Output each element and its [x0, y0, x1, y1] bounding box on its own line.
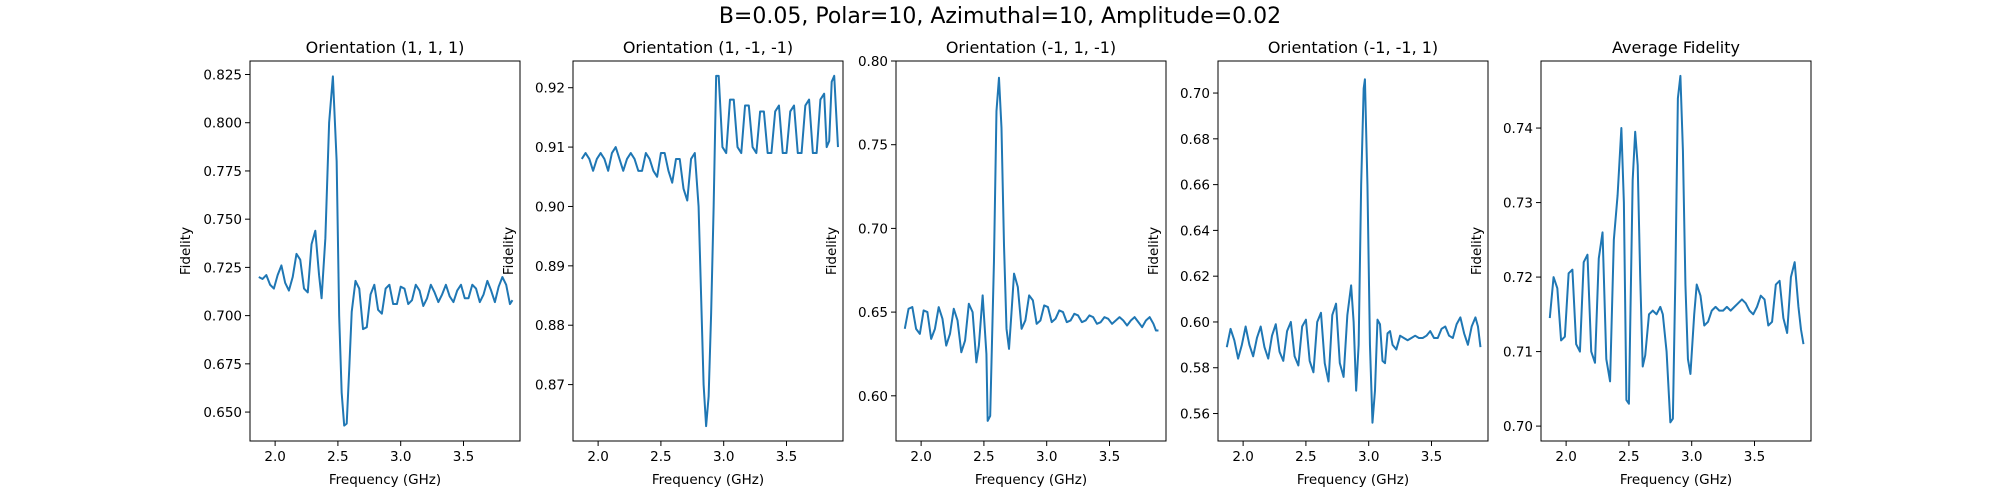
x-tick-label: 3.0: [390, 449, 411, 465]
y-tick-label: 0.88: [535, 318, 565, 334]
figure-title: B=0.05, Polar=10, Azimuthal=10, Amplitud…: [718, 4, 1282, 29]
subplot-3: 2.0 2.5 3.0 3.5 0.60 0.65 0.70 0.75 0.80 Orientat…: [824, 38, 1167, 488]
axes-frame: [895, 60, 1167, 442]
x-tick-label: 3.0: [713, 449, 734, 465]
y-tick-label: 0.87: [535, 378, 565, 394]
subplot-title: Orientation (-1, 1, -1): [946, 38, 1116, 57]
x-tick-label: 2.0: [264, 449, 285, 465]
x-tick-label: 3.0: [1681, 449, 1702, 465]
y-tick-label: 0.80: [858, 54, 888, 70]
x-tick-label: 2.0: [587, 449, 608, 465]
x-tick-label: 3.5: [1099, 449, 1120, 465]
y-tick-label: 0.68: [1180, 132, 1210, 148]
y-axis-label: Fidelity: [1469, 227, 1485, 275]
y-tick-label: 0.60: [1180, 315, 1210, 331]
x-tick-label: 3.5: [453, 449, 474, 465]
y-tick-label: 0.92: [535, 81, 565, 97]
x-axis-label: Frequency (GHz): [1297, 472, 1409, 488]
subplot-4: 2.0 2.5 3.0 3.5 0.56 0.58 0.60 0.62 0.64 0.66 0.68…: [1146, 38, 1489, 488]
y-tick-label: 0.89: [535, 259, 565, 275]
y-tick-label: 0.800: [203, 116, 242, 132]
y-axis-label: Fidelity: [501, 227, 517, 275]
y-tick-label: 0.675: [203, 357, 242, 373]
y-tick-label: 0.64: [1180, 223, 1210, 239]
x-tick-label: 2.0: [1232, 449, 1253, 465]
y-tick-label: 0.70: [1180, 86, 1210, 102]
series-line: [258, 75, 514, 427]
y-tick-label: 0.74: [1503, 121, 1533, 137]
series-line: [903, 76, 1159, 422]
y-tick-label: 0.71: [1503, 345, 1533, 361]
x-axis-label: Frequency (GHz): [652, 472, 764, 488]
y-tick-label: 0.825: [203, 68, 242, 84]
x-tick-label: 2.5: [650, 449, 671, 465]
y-tick-label: 0.60: [858, 389, 888, 405]
y-tick-label: 0.70: [858, 221, 888, 237]
x-tick-label: 3.0: [1358, 449, 1379, 465]
x-tick-label: 2.5: [327, 449, 348, 465]
y-tick-label: 0.725: [203, 260, 242, 276]
x-tick-label: 2.0: [910, 449, 931, 465]
y-tick-label: 0.70: [1503, 419, 1533, 435]
series-line: [580, 74, 839, 428]
y-axis-label: Fidelity: [1146, 227, 1162, 275]
subplot-5: 2.0 2.5 3.0 3.5 0.70 0.71 0.72 0.73 0.74 Average …: [1469, 38, 1812, 488]
axes-frame: [249, 60, 521, 442]
y-tick-label: 0.73: [1503, 196, 1533, 212]
y-axis-label: Fidelity: [178, 227, 194, 275]
y-tick-label: 0.75: [858, 138, 888, 154]
subplot-title: Orientation (1, -1, -1): [623, 38, 793, 57]
subplot-title: Orientation (-1, -1, 1): [1268, 38, 1438, 57]
y-tick-label: 0.66: [1180, 178, 1210, 194]
y-tick-label: 0.650: [203, 405, 242, 421]
subplot-title: Orientation (1, 1, 1): [306, 38, 465, 57]
axes-frame: [1217, 60, 1489, 442]
x-tick-label: 3.5: [1744, 449, 1765, 465]
subplot-2: 2.0 2.5 3.0 3.5 0.87 0.88 0.89 0.90 0.91 0.92 Orie…: [501, 38, 844, 488]
x-tick-label: 3.0: [1036, 449, 1057, 465]
x-tick-label: 3.5: [776, 449, 797, 465]
y-tick-label: 0.62: [1180, 269, 1210, 285]
axes-frame: [1540, 60, 1812, 442]
y-axis-label: Fidelity: [824, 227, 840, 275]
y-tick-label: 0.775: [203, 164, 242, 180]
axes-frame: [572, 60, 844, 442]
x-tick-label: 2.5: [973, 449, 994, 465]
series-line: [1225, 78, 1482, 424]
y-tick-label: 0.91: [535, 140, 565, 156]
y-tick-label: 0.750: [203, 212, 242, 228]
subplot-1: 2.0 2.5 3.0 3.5 0.650 0.675 0.700 0.725 0.750 0.7…: [178, 38, 521, 488]
y-tick-label: 0.90: [535, 199, 565, 215]
y-tick-label: 0.72: [1503, 270, 1533, 286]
x-tick-label: 2.5: [1295, 449, 1316, 465]
y-tick-label: 0.56: [1180, 407, 1210, 423]
x-axis-label: Frequency (GHz): [329, 472, 441, 488]
x-tick-label: 3.5: [1421, 449, 1442, 465]
x-tick-label: 2.5: [1618, 449, 1639, 465]
x-axis-label: Frequency (GHz): [975, 472, 1087, 488]
series-line: [1548, 74, 1805, 424]
x-tick-label: 2.0: [1555, 449, 1576, 465]
y-tick-label: 0.58: [1180, 361, 1210, 377]
subplot-title: Average Fidelity: [1612, 38, 1740, 57]
x-axis-label: Frequency (GHz): [1620, 472, 1732, 488]
y-tick-label: 0.700: [203, 309, 242, 325]
y-tick-label: 0.65: [858, 305, 888, 321]
